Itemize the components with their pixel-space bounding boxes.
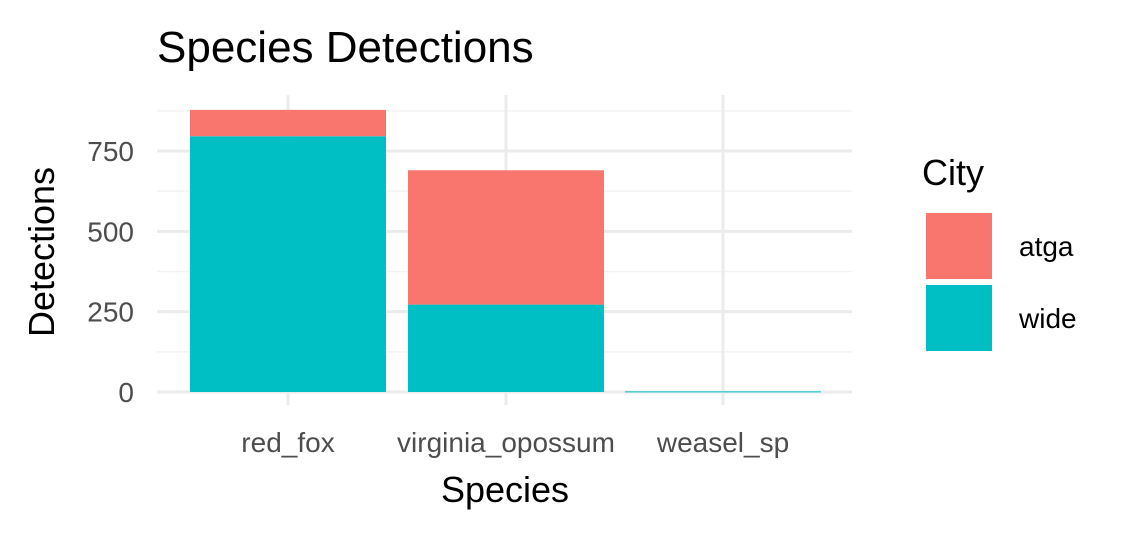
legend-swatch-wide	[926, 285, 992, 351]
y-axis-ticks: 0 250 500 750	[87, 136, 134, 408]
x-tick-label: red_fox	[241, 427, 334, 458]
legend-title: City	[922, 152, 984, 193]
chart-title: Species Detections	[157, 23, 534, 72]
y-tick-label: 750	[87, 136, 134, 167]
x-axis-ticks: red_fox virginia_opossum weasel_sp	[241, 427, 789, 458]
bar-atga-virginia_opossum	[408, 170, 604, 305]
legend: City atga wide	[922, 152, 1077, 351]
y-tick-label: 250	[87, 297, 134, 328]
x-tick-label: weasel_sp	[656, 427, 789, 458]
bar-wide-weasel_sp	[625, 391, 821, 393]
legend-items: atga wide	[926, 213, 1077, 351]
legend-label-atga: atga	[1019, 231, 1074, 262]
y-axis-title: Detections	[21, 167, 62, 337]
x-tick-label: virginia_opossum	[397, 427, 615, 458]
y-tick-label: 500	[87, 216, 134, 247]
legend-swatch-atga	[926, 213, 992, 279]
y-tick-label: 0	[118, 377, 134, 408]
bar-wide-red_fox	[190, 136, 386, 392]
bar-wide-virginia_opossum	[408, 304, 604, 392]
bars	[190, 109, 821, 393]
x-axis-title: Species	[441, 469, 569, 510]
legend-label-wide: wide	[1018, 303, 1077, 334]
bar-atga-red_fox	[190, 109, 386, 137]
